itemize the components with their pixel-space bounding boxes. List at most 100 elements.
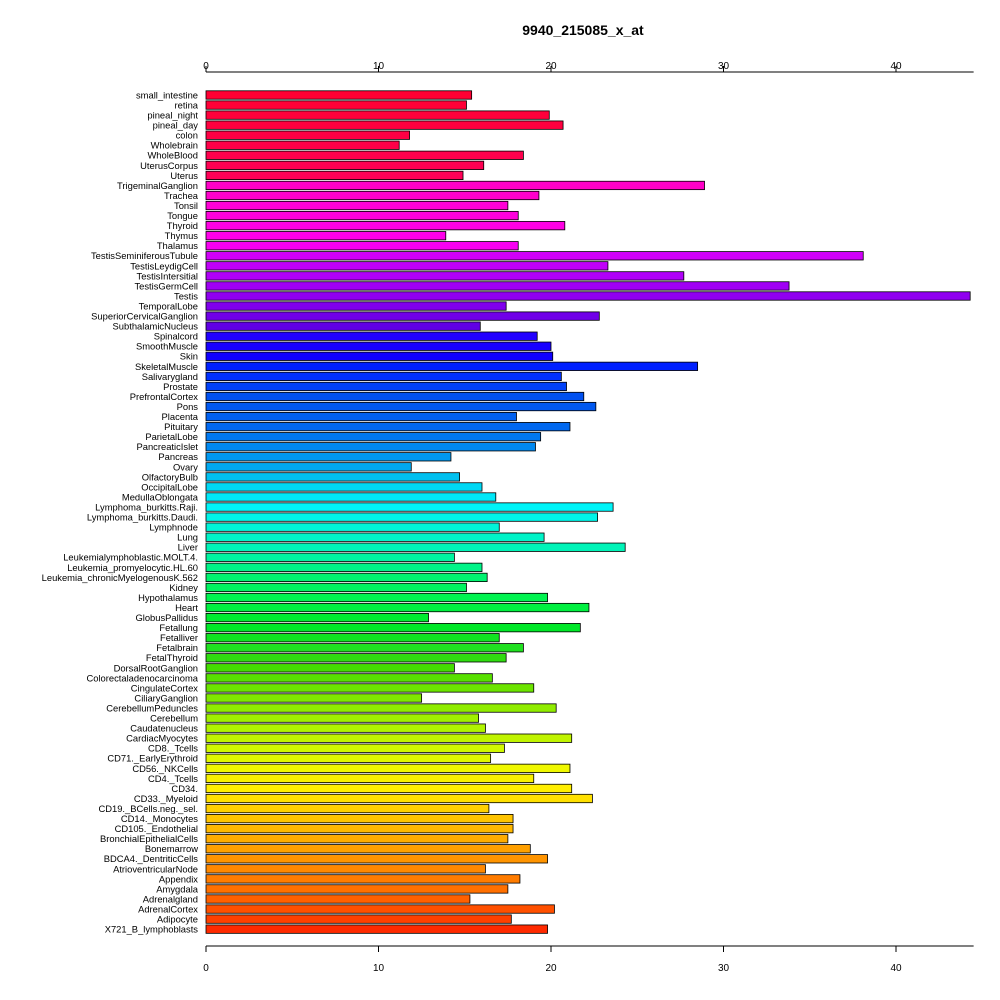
category-label: CingulateCortex (131, 682, 199, 693)
bar-49 (205, 582, 467, 593)
bar-82 (205, 914, 512, 924)
bar-81 (205, 904, 555, 914)
category-label: pineal_night (147, 110, 198, 121)
category-label: SkeletalMuscle (135, 361, 198, 372)
category-label: Pons (177, 401, 199, 412)
category-label: X721_B_lymphoblasts (105, 924, 199, 935)
category-label: Lymphnode (149, 522, 198, 533)
category-label: TestisIntersitial (137, 270, 198, 281)
bar-12 (205, 210, 519, 221)
category-label: Uterus (170, 170, 198, 181)
bar-80 (205, 894, 471, 904)
category-label: MedullaOblongata (122, 491, 199, 502)
category-label: Prostate (163, 381, 198, 392)
category-label: Pituitary (164, 421, 198, 432)
bars-group (205, 90, 971, 934)
category-label: pineal_day (153, 120, 199, 131)
bar-69 (205, 783, 573, 794)
bar-41 (205, 502, 614, 512)
category-label: Leukemia_promyelocytic.HL.60 (67, 562, 198, 573)
bar-1 (205, 100, 467, 110)
category-label: CD105._Endothelial (115, 823, 198, 834)
category-label: small_intestine (136, 89, 198, 100)
bar-55 (205, 643, 524, 653)
category-label: WholeBlood (147, 150, 198, 161)
category-label: Ovary (173, 461, 198, 472)
category-label: CD14._Monocytes (121, 813, 198, 824)
bar-77 (205, 864, 486, 874)
category-label: Fetalliver (160, 632, 198, 643)
category-label: Bonemarrow (145, 843, 198, 854)
category-label: Tongue (167, 210, 198, 221)
bar-68 (205, 773, 535, 784)
x-tick-label-bottom: 40 (890, 963, 902, 974)
category-label: ParietalLobe (145, 431, 198, 442)
category-label: CardiacMyocytes (126, 733, 198, 744)
bar-20 (205, 291, 971, 301)
bar-17 (205, 261, 609, 271)
category-label: CerebellumPeduncles (106, 702, 198, 713)
category-label: CD33._Myeloid (134, 793, 198, 804)
x-tick-label-top: 10 (373, 61, 385, 72)
bar-52 (205, 613, 429, 623)
category-label: Lymphoma_burkitts.Raji. (95, 501, 198, 512)
category-label: PrefrontalCortex (130, 391, 199, 402)
category-label: Adipocyte (157, 914, 198, 925)
category-label: TestisGermCell (134, 280, 198, 291)
bar-38 (205, 472, 460, 482)
bar-43 (205, 522, 500, 532)
bar-72 (205, 814, 514, 824)
category-label: Fetallung (159, 622, 198, 633)
category-label: Testis (174, 290, 198, 301)
bar-19 (205, 281, 790, 291)
category-label: Heart (175, 602, 198, 613)
chart-title: 9940_215085_x_at (522, 22, 644, 38)
bar-10 (205, 190, 540, 201)
bar-53 (205, 623, 581, 633)
bar-6 (205, 150, 524, 160)
bar-40 (205, 492, 497, 502)
category-label: retina (175, 99, 199, 110)
category-label: colon (176, 130, 198, 141)
category-label: TestisLeydigCell (130, 260, 198, 271)
bar-70 (205, 793, 593, 804)
category-label: Appendix (159, 873, 198, 884)
category-label: Salivarygland (142, 371, 198, 382)
category-label: OlfactoryBulb (142, 471, 198, 482)
category-label: Caudatenucleus (130, 723, 198, 734)
bar-14 (205, 231, 447, 241)
category-label: Wholebrain (151, 140, 198, 151)
bar-59 (205, 683, 535, 693)
bar-64 (205, 733, 573, 743)
category-label: Hypothalamus (138, 592, 198, 603)
category-label: TrigeminalGanglion (117, 180, 198, 191)
bar-34 (205, 432, 542, 442)
bar-65 (205, 743, 505, 753)
category-label: CD4._Tcells (148, 773, 198, 784)
category-label: CD56._NKCells (132, 763, 198, 774)
category-label: Skin (180, 351, 198, 362)
bar-63 (205, 723, 486, 733)
bar-83 (205, 924, 548, 934)
category-label: AdrenalCortex (138, 903, 198, 914)
bar-29 (205, 381, 567, 392)
bar-25 (205, 341, 552, 351)
bar-15 (205, 241, 519, 251)
bar-11 (205, 200, 509, 211)
x-tick-label-bottom: 10 (373, 963, 385, 974)
x-tick-label-top: 30 (718, 61, 730, 72)
category-label: OccipitalLobe (141, 481, 198, 492)
bar-5 (205, 140, 400, 150)
bar-42 (205, 512, 598, 522)
bar-45 (205, 542, 626, 552)
bar-50 (205, 592, 548, 603)
category-label: Cerebellum (150, 713, 198, 724)
bar-3 (205, 120, 564, 130)
category-label: Lung (177, 532, 198, 543)
bar-73 (205, 824, 514, 834)
category-label: GlobusPallidus (135, 612, 198, 623)
category-label: CD71._EarlyErythroid (107, 753, 198, 764)
bar-76 (205, 854, 548, 864)
bar-67 (205, 763, 571, 773)
